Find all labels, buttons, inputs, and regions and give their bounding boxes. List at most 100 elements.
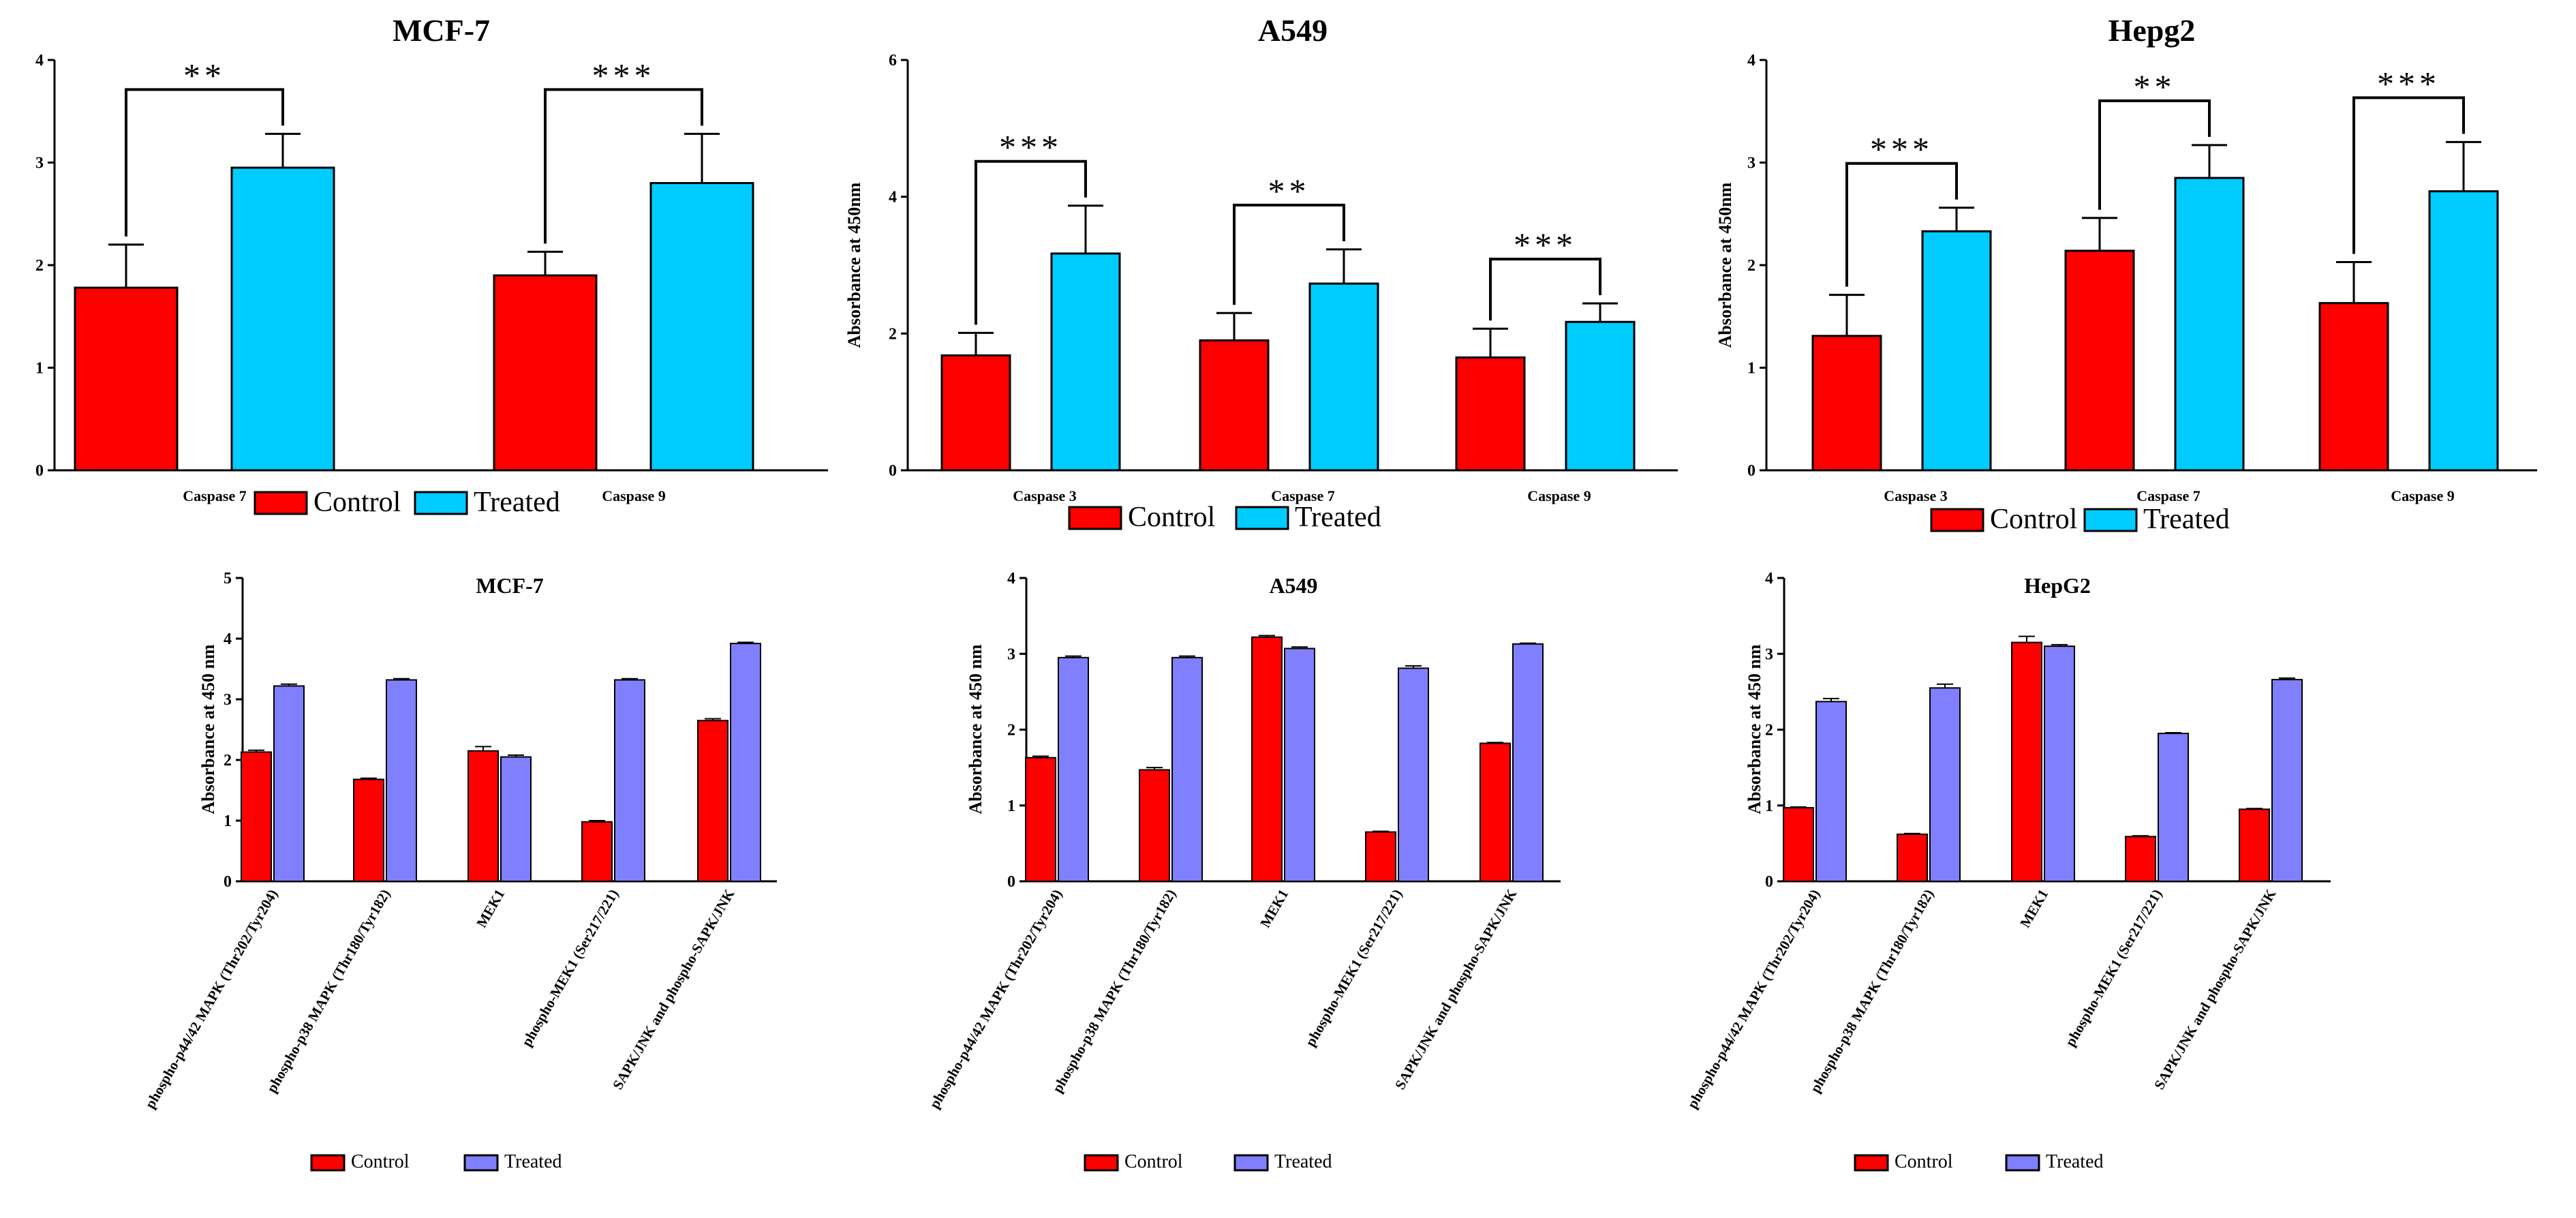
legend-label-control: Control — [351, 1151, 410, 1172]
legend-swatch-control — [310, 1154, 346, 1172]
legend-swatch-treated — [414, 491, 468, 515]
legend-swatch-treated — [2005, 1154, 2040, 1172]
chart-title: A549 — [1258, 13, 1328, 48]
legend-label-control: Control — [1895, 1151, 1953, 1172]
x-category-label: SAPK/JNK and phospho-SAPK/JNK — [2151, 886, 2280, 1093]
y-tick-label: 0 — [1765, 873, 1773, 891]
x-category-label: phospho-p44/42 MAPK (Thr202/Tyr204) — [926, 887, 1065, 1112]
bar-control — [1365, 831, 1396, 882]
legend-label-treated: Treated — [2046, 1151, 2104, 1172]
bar-treated — [1512, 643, 1544, 882]
chart-panel-1: MCF-7 0 1 2 3 4 ** Caspase 7 *** Caspase 9 Control… — [35, 13, 828, 518]
legend-swatch-treated — [1233, 1154, 1269, 1172]
y-tick-label: 3 — [1765, 645, 1773, 663]
bar-treated — [614, 679, 645, 883]
y-tick-label: 0 — [224, 873, 232, 891]
y-tick-label: 3 — [224, 691, 232, 709]
y-tick-label: 0 — [889, 462, 897, 480]
y-tick-label: 2 — [35, 257, 44, 275]
significance-marker: *** — [2377, 64, 2440, 102]
significance-bracket — [125, 88, 284, 237]
chart-title: HepG2 — [2024, 573, 2091, 598]
y-tick-label: 4 — [224, 630, 232, 648]
y-axis-label: Absorbance at 450 nm — [966, 644, 985, 814]
significance-bracket — [2352, 96, 2465, 254]
bar-control — [2125, 836, 2156, 883]
x-category-label: Caspase 3 — [1013, 487, 1077, 504]
x-category-label: Caspase 9 — [602, 487, 666, 504]
x-category-label: phospho-p44/42 MAPK (Thr202/Tyr204) — [142, 887, 281, 1112]
significance-marker: *** — [592, 56, 656, 94]
legend-label-treated: Treated — [2143, 504, 2230, 535]
bar-control — [353, 778, 384, 882]
legend-label-treated: Treated — [474, 487, 560, 518]
bar-treated — [500, 756, 532, 883]
y-tick-label: 1 — [1747, 360, 1755, 378]
bar-control — [940, 354, 1011, 472]
significance-bracket — [1489, 258, 1601, 321]
bar-control — [2318, 302, 2389, 472]
chart-title: MCF-7 — [476, 573, 544, 598]
chart-panel-4: MCF-7 0 1 2 3 4 5 Absorbance at 450 nm phospho-p… — [142, 570, 777, 1172]
bar-treated — [230, 166, 335, 472]
bar-control — [1897, 834, 1928, 883]
y-tick-label: 1 — [35, 360, 44, 378]
bar-control — [581, 821, 613, 883]
bar-control — [2064, 249, 2135, 472]
x-category-label: Caspase 7 — [2136, 487, 2201, 504]
bar-treated — [386, 679, 417, 883]
x-category-label: phospho-MEK1 (Ser217/221) — [1302, 886, 1406, 1049]
chart-panel-3: Hepg2 0 1 2 3 4 Absorbance at 450nm *** Caspase … — [1715, 13, 2537, 535]
significance-bracket — [544, 88, 703, 244]
x-category-label: Caspase 7 — [183, 487, 247, 504]
significance-marker: ** — [2134, 67, 2176, 106]
legend-label-treated: Treated — [504, 1151, 562, 1172]
chart-title: MCF-7 — [393, 13, 490, 48]
bar-treated — [1398, 667, 1429, 882]
bar-treated — [2271, 679, 2303, 882]
significance-bracket — [2098, 99, 2211, 210]
significance-marker: ** — [183, 56, 226, 94]
x-category-label: SAPK/JNK and phospho-SAPK/JNK — [1392, 886, 1520, 1093]
bar-treated — [1284, 648, 1315, 883]
bar-control — [493, 274, 598, 472]
legend-label-treated: Treated — [1274, 1151, 1332, 1172]
legend-swatch-treated — [2083, 508, 2138, 532]
legend-label-control: Control — [1990, 504, 2077, 535]
significance-marker: ** — [1268, 172, 1310, 210]
bar-control — [241, 751, 272, 883]
chart-panel-5: A549 0 1 2 3 4 Absorbance at 450 nm phospho-p44… — [926, 570, 1561, 1172]
chart-panel-6: HepG2 0 1 2 3 4 Absorbance at 450 nm phospho-p4… — [1684, 570, 2331, 1172]
legend-swatch-control — [1084, 1154, 1119, 1172]
legend-label-treated: Treated — [1295, 502, 1381, 533]
y-tick-label: 4 — [1007, 570, 1015, 588]
x-category-label: Caspase 9 — [1527, 487, 1591, 504]
bar-control — [1199, 339, 1270, 472]
bar-control — [1479, 742, 1511, 883]
legend-label-control: Control — [313, 487, 401, 518]
legend-label-control: Control — [1128, 502, 1215, 533]
legend-swatch-control — [1930, 508, 1984, 532]
bar-treated — [2174, 177, 2245, 472]
y-axis-label: Absorbance at 450 nm — [198, 644, 218, 814]
bar-treated — [1058, 656, 1089, 882]
x-category-label: phospho-MEK1 (Ser217/221) — [519, 886, 622, 1049]
significance-marker: *** — [1870, 130, 1933, 168]
y-tick-label: 4 — [35, 52, 44, 70]
y-tick-label: 0 — [35, 462, 44, 480]
bar-treated — [2158, 733, 2189, 882]
y-tick-label: 4 — [1747, 52, 1755, 70]
y-tick-label: 3 — [1007, 645, 1015, 663]
bar-control — [1251, 636, 1283, 883]
y-tick-label: 5 — [224, 570, 232, 588]
significance-marker: *** — [999, 128, 1062, 166]
bar-control — [1139, 769, 1170, 883]
y-tick-label: 4 — [889, 189, 897, 207]
y-tick-label: 1 — [1007, 797, 1015, 815]
bar-treated — [1565, 320, 1636, 472]
bar-control — [467, 750, 499, 883]
bar-treated — [1921, 230, 1992, 472]
y-tick-label: 6 — [889, 52, 897, 70]
bar-treated — [1929, 687, 1961, 882]
